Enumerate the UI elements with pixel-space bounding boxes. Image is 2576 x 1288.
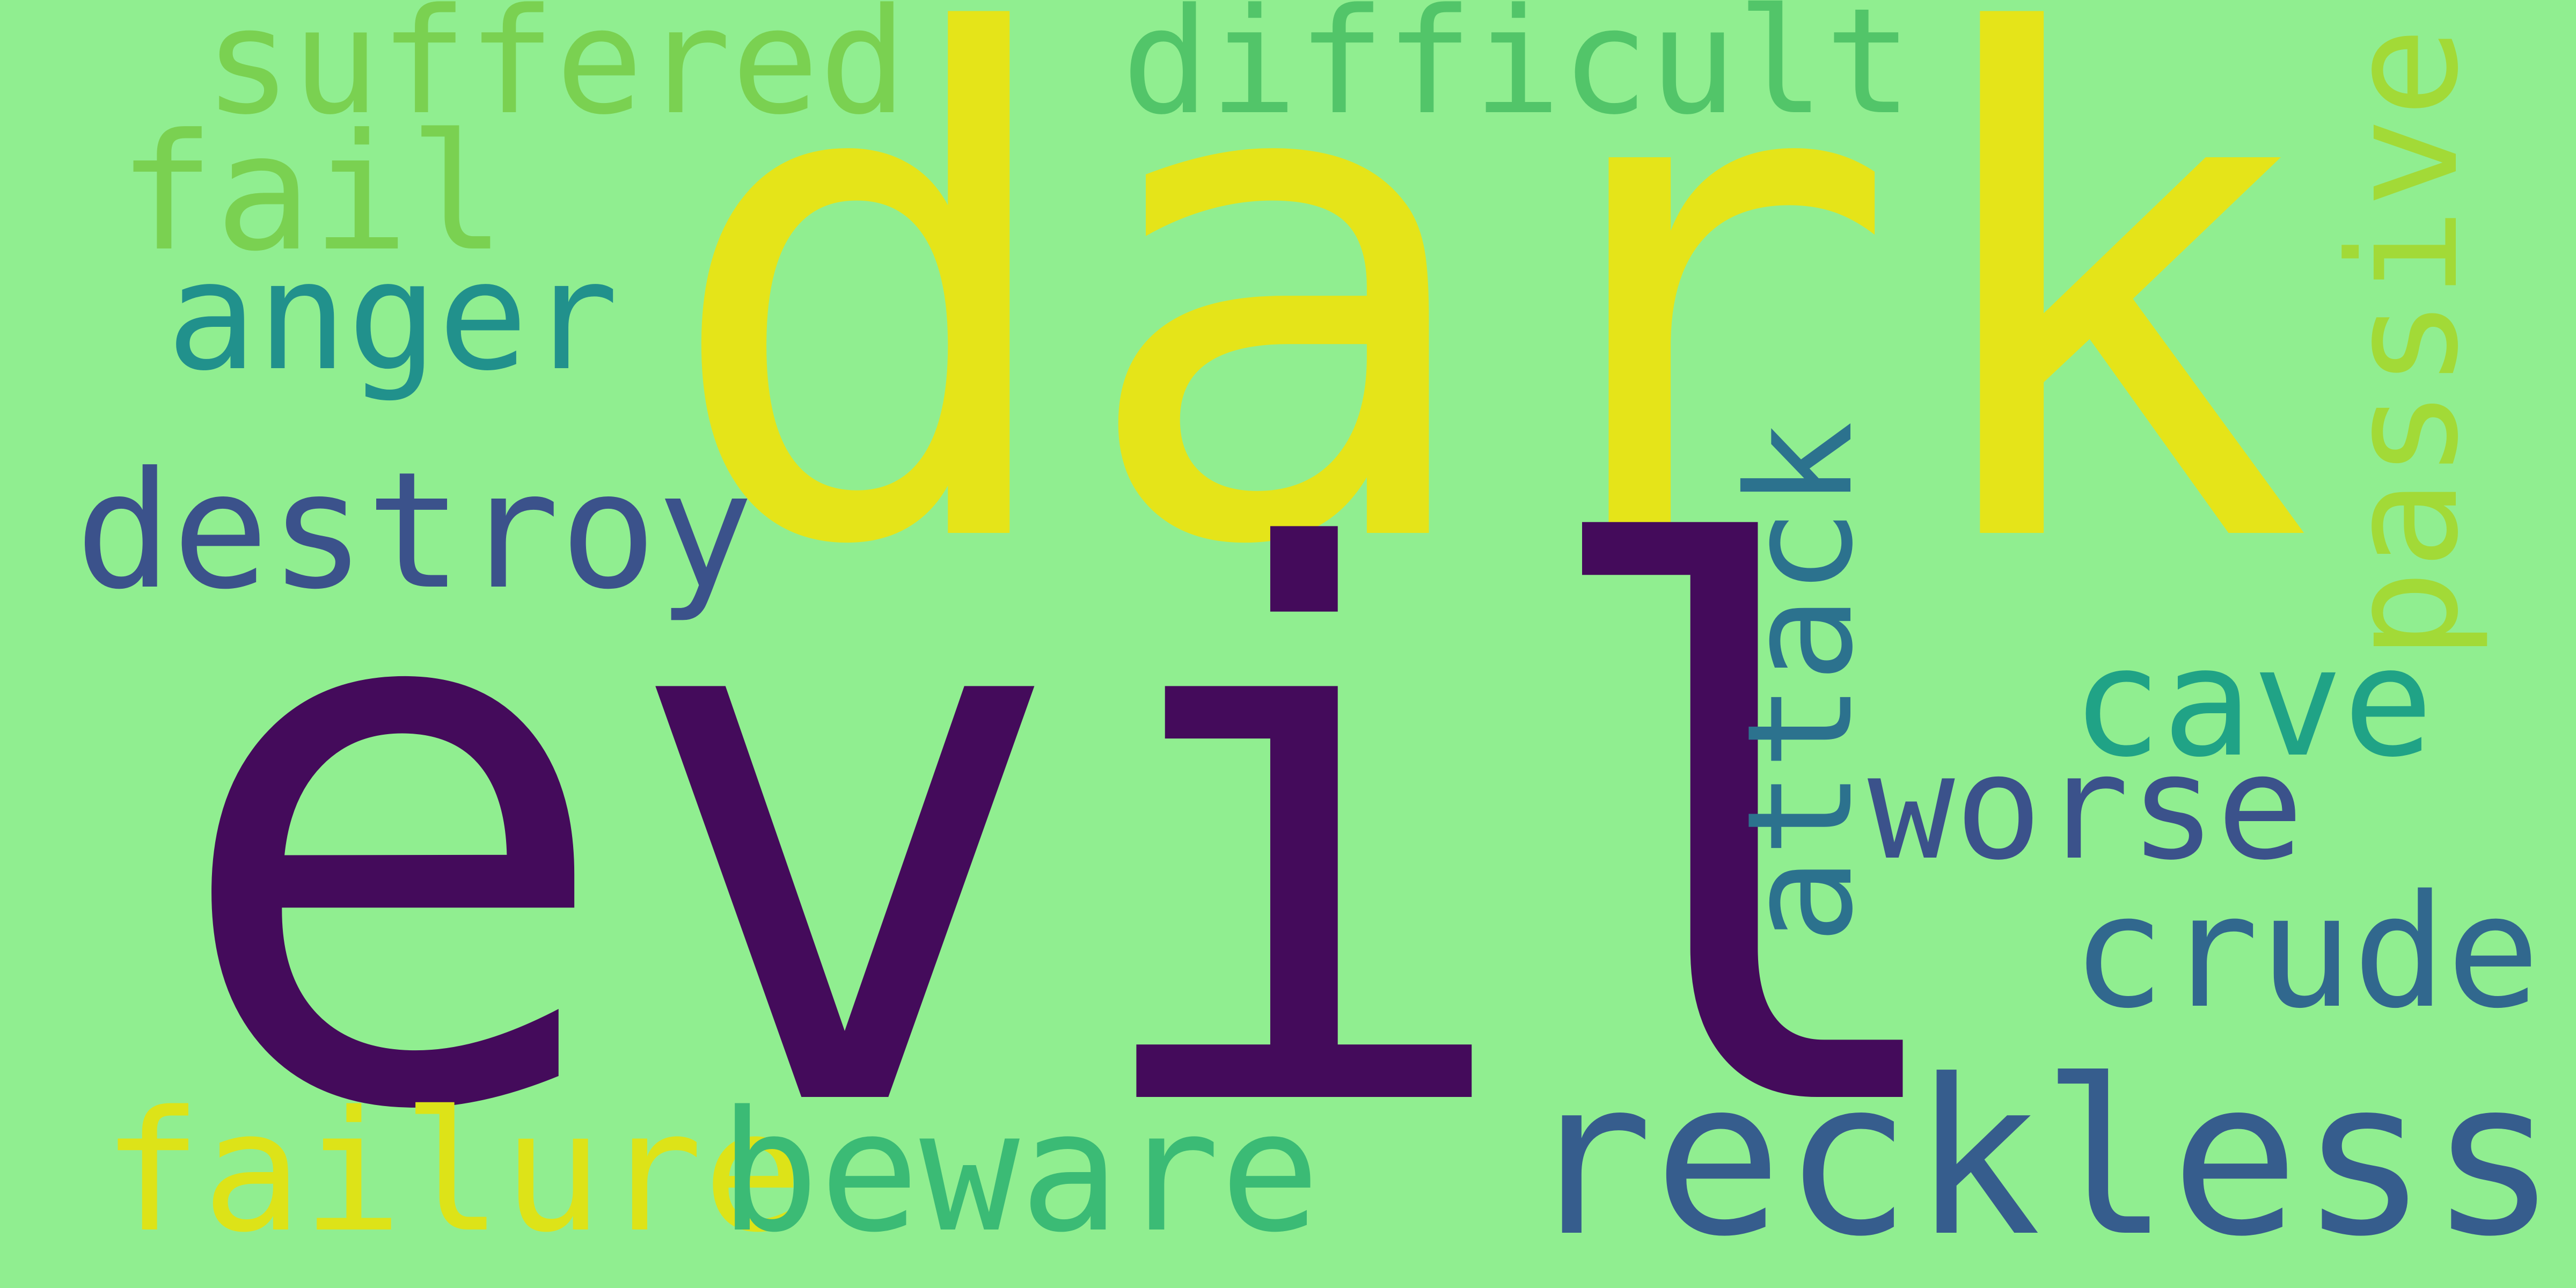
word-anger: anger	[166, 229, 619, 404]
word-passive: passive	[2317, 26, 2492, 660]
word-failure: failure	[102, 1075, 803, 1269]
word-dark: dark	[660, 0, 2315, 695]
word-reckless: reckless	[1524, 1034, 2558, 1284]
word-fail: fail	[118, 99, 506, 287]
word-cave: cave	[2072, 616, 2434, 791]
word-attack: attack	[1716, 421, 1885, 945]
word-evil: evil	[166, 400, 1976, 1275]
word-difficult: difficult	[1122, 0, 1913, 147]
word-worse: worse	[1868, 723, 2304, 892]
word-crude: crude	[2072, 862, 2540, 1043]
word-beware: beware	[719, 1075, 1320, 1269]
word-suffered: suffered	[204, 0, 908, 147]
word-destroy: destroy	[75, 437, 754, 625]
